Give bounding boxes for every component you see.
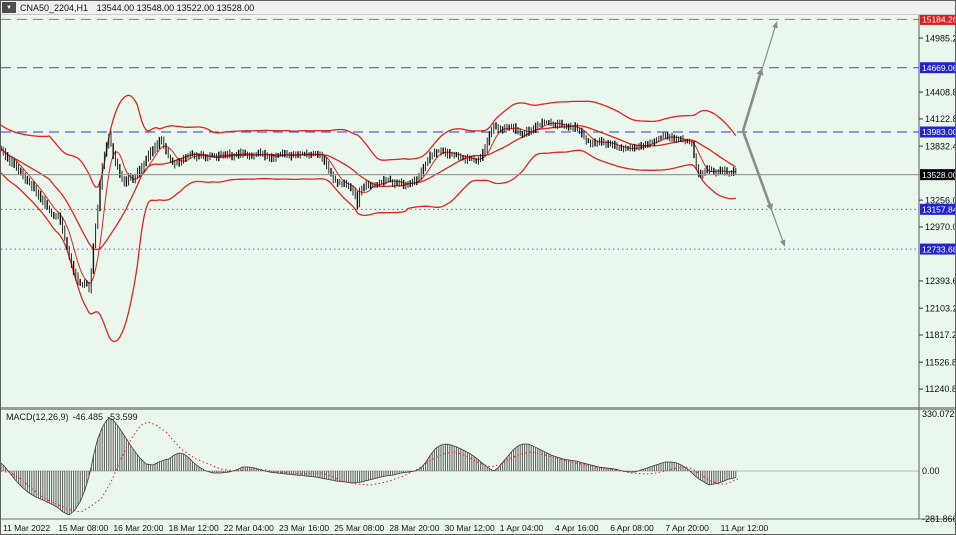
macd-histogram	[1, 417, 737, 516]
symbol-title: CNA50_2204,H1	[20, 2, 89, 13]
price-tick-14985.20: 14985.20	[925, 33, 956, 43]
time-label-7: 25 Mar 08:00	[334, 523, 384, 533]
time-label-12: 6 Apr 08:00	[610, 523, 654, 533]
trend-arrows[interactable]	[741, 21, 786, 247]
price-label-12733.68: 12733.68	[922, 244, 956, 254]
trend-arrow-head-1	[772, 21, 778, 29]
price-label-14669.06: 14669.06	[922, 63, 956, 73]
time-label-8: 28 Mar 20:00	[389, 523, 439, 533]
macd-value-2: -53.599	[107, 412, 138, 422]
time-axis[interactable]: 11 Mar 2022 15 Mar 08:00 16 Mar 20:00 18 Ma…	[3, 523, 768, 533]
price-tick-11240.80: 11240.80	[925, 384, 956, 394]
time-label-1: 11 Mar 2022	[3, 523, 50, 533]
price-axis[interactable]: 15271.2014985.2014408.8014122.8013832.40…	[918, 6, 956, 524]
pane-separator[interactable]	[1, 407, 956, 410]
fast-ma-line	[1, 122, 736, 285]
time-label-13: 7 Apr 20:00	[665, 523, 709, 533]
macd-axis-0.00: 0.00	[922, 466, 940, 476]
price-tick-12393.60: 12393.60	[925, 276, 956, 286]
macd-pane	[1, 407, 956, 520]
price-tick-14408.80: 14408.80	[925, 87, 956, 97]
trend-arrow-head-2	[756, 68, 764, 76]
time-label-6: 23 Mar 16:00	[279, 523, 329, 533]
price-tick-11817.20: 11817.20	[925, 330, 956, 340]
symbol-dropdown-button[interactable]: ▼	[2, 2, 16, 13]
price-tick-13832.40: 13832.40	[925, 141, 956, 151]
candlestick-series	[1, 118, 737, 294]
price-tick-13256.00: 13256.00	[925, 195, 956, 205]
price-tick-12970.00: 12970.00	[925, 222, 956, 232]
time-label-11: 4 Apr 16:00	[555, 523, 599, 533]
price-label-box-12733.68	[920, 243, 955, 255]
macd-value-1: -46.485	[72, 412, 104, 422]
time-label-9: 30 Mar 12:00	[445, 523, 495, 533]
trend-arrow-head-3	[780, 239, 786, 247]
bollinger-upper	[1, 94, 737, 188]
time-label-3: 16 Mar 20:00	[113, 523, 163, 533]
dropdown-triangle-icon: ▼	[6, 4, 12, 11]
macd-indicator-label: MACD(12,26,9) -46.485 -53.599	[6, 412, 142, 422]
trend-arrow-head-4	[766, 203, 773, 211]
time-label-2: 15 Mar 08:00	[58, 523, 108, 533]
time-label-4: 18 Mar 12:00	[169, 523, 219, 533]
price-tick-12103.20: 12103.20	[925, 303, 956, 313]
time-label-14: 11 Apr 12:00	[721, 523, 769, 533]
ohlc-values: 13544.00 13548.00 13522.00 13528.00	[96, 2, 255, 13]
chart-title: CNA50_2204,H1 13544.00 13548.00 13522.00…	[20, 3, 254, 13]
price-tick-11526.80: 11526.80	[925, 357, 956, 367]
price-label-15184.26: 15184.26	[922, 15, 956, 25]
price-label-13983.00: 13983.00	[922, 127, 956, 137]
macd-axis-330.072: 330.072	[922, 409, 955, 419]
bollinger-lower	[1, 149, 736, 343]
price-label-13157.84: 13157.84	[922, 205, 956, 215]
macd-name: MACD(12,26,9)	[6, 412, 69, 422]
price-label-box-14669.06	[920, 62, 955, 74]
price-label-13528.00: 13528.00	[922, 170, 956, 180]
macd-envelope	[1, 417, 736, 516]
price-tick-14122.80: 14122.80	[925, 114, 956, 124]
chart-title-bar: ▼ CNA50_2204,H1 13544.00 13548.00 13522.…	[1, 1, 955, 15]
macd-signal	[1, 421, 739, 513]
time-label-5: 22 Mar 04:00	[224, 523, 274, 533]
level-lines	[1, 18, 919, 250]
trend-arrow-4[interactable]	[741, 130, 771, 205]
trend-arrow-2[interactable]	[741, 74, 762, 132]
price-label-box-15184.26	[920, 13, 955, 25]
macd-signal-line	[1, 421, 739, 513]
time-label-10: 1 Apr 04:00	[500, 523, 544, 533]
macd-axis--281.866: -281.866	[922, 514, 956, 524]
price-label-box-13157.84	[920, 203, 955, 215]
price-label-box-13528.00	[920, 169, 955, 181]
price-label-box-13983.00	[920, 126, 955, 138]
